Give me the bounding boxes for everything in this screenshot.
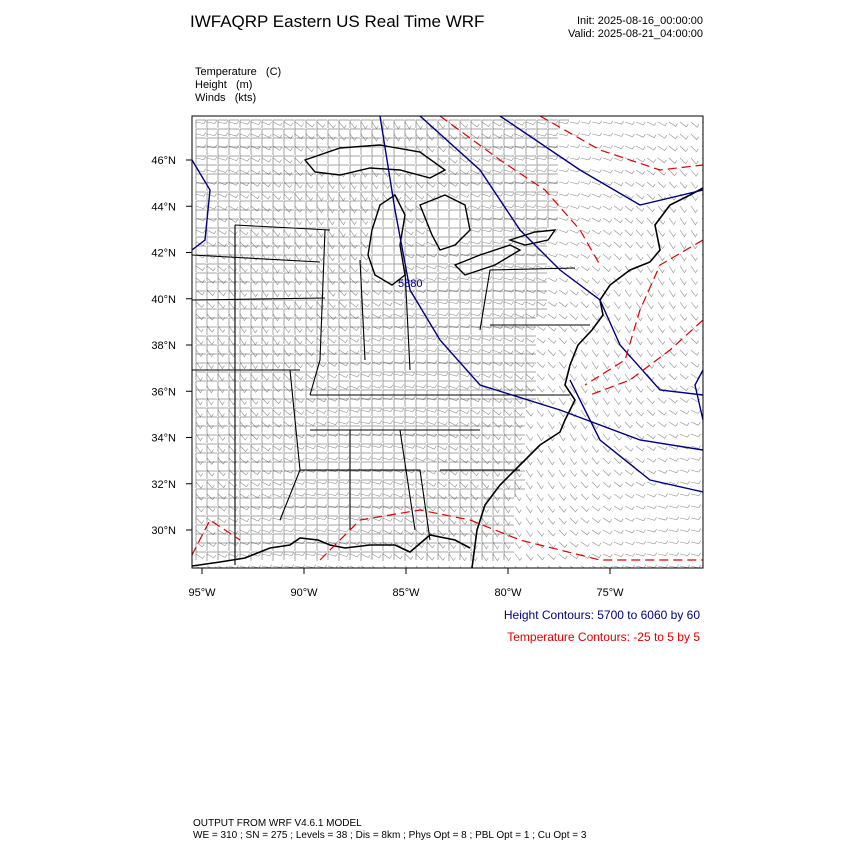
footer: OUTPUT FROM WRF V4.6.1 MODEL bbox=[193, 818, 362, 829]
title: IWFAQRP Eastern US Real Time WRF bbox=[190, 12, 484, 31]
lon-label: 75°W bbox=[596, 587, 624, 599]
wind-barbs bbox=[195, 120, 703, 568]
lat-label: 32°N bbox=[151, 479, 176, 491]
lat-label: 36°N bbox=[151, 386, 176, 398]
axes: 46°N 44°N 42°N 40°N 38°N 36°N 34°N 32°N 30°N 95°W… bbox=[151, 155, 624, 599]
init-time: Init: 2025-08-16_00:00:00 bbox=[577, 15, 703, 27]
barb-field bbox=[195, 120, 703, 568]
field-label: Temperature (C) bbox=[195, 66, 281, 78]
lon-label: 80°W bbox=[494, 587, 522, 599]
county-borders bbox=[195, 119, 569, 561]
lake bbox=[419, 194, 471, 251]
temperature-legend: Temperature Contours: -25 to 5 by 5 bbox=[507, 630, 700, 644]
lat-label: 40°N bbox=[151, 294, 176, 306]
lon-label: 85°W bbox=[392, 587, 420, 599]
lat-label: 46°N bbox=[151, 155, 176, 167]
coastline bbox=[192, 187, 703, 568]
field-label: Height (m) bbox=[195, 79, 252, 91]
footer: WE = 310 ; SN = 275 ; Levels = 38 ; Dis … bbox=[193, 830, 587, 841]
height-legend: Height Contours: 5700 to 6060 by 60 bbox=[504, 608, 700, 622]
lat-label: 30°N bbox=[151, 525, 176, 537]
county-mesh bbox=[195, 119, 569, 561]
lat-label: 44°N bbox=[151, 201, 176, 213]
lake bbox=[507, 229, 557, 246]
lon-label: 90°W bbox=[290, 587, 318, 599]
lat-label: 34°N bbox=[151, 433, 176, 445]
lake bbox=[303, 144, 447, 179]
height-contours bbox=[192, 116, 703, 493]
lake bbox=[453, 244, 522, 276]
lat-label: 38°N bbox=[151, 340, 176, 352]
lon-label: 95°W bbox=[188, 587, 216, 599]
lat-label: 42°N bbox=[151, 248, 176, 260]
field-label: Winds (kts) bbox=[195, 92, 256, 104]
map-frame bbox=[191, 115, 704, 569]
temperature-contours bbox=[192, 116, 703, 561]
contour-label: 5880 bbox=[398, 278, 422, 290]
valid-time: Valid: 2025-08-21_04:00:00 bbox=[568, 28, 703, 40]
map: 5880 bbox=[192, 116, 703, 568]
